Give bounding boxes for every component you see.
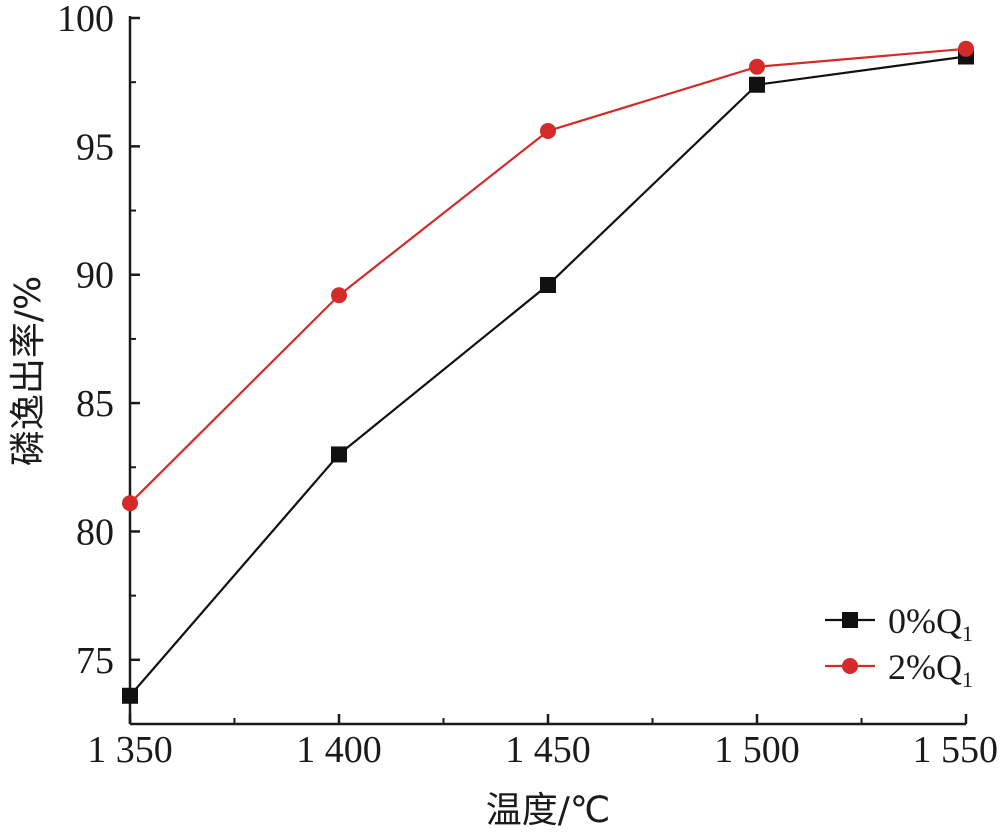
y-tick-label: 90 bbox=[76, 255, 114, 297]
y-tick-label: 75 bbox=[76, 640, 114, 682]
legend-label: 2%Q1 bbox=[888, 647, 973, 692]
data-point bbox=[331, 446, 347, 463]
data-point bbox=[540, 122, 556, 139]
y-tick-label: 85 bbox=[76, 383, 114, 425]
x-tick-label: 1 350 bbox=[87, 729, 173, 771]
x-axis-title: 温度/℃ bbox=[486, 790, 611, 831]
y-tick-label: 100 bbox=[57, 0, 114, 40]
data-point bbox=[958, 40, 974, 57]
legend-marker bbox=[842, 658, 858, 674]
legend-label-subscript: 1 bbox=[962, 667, 973, 692]
y-tick-label: 80 bbox=[76, 511, 114, 553]
data-point bbox=[749, 76, 765, 93]
y-axis-ticks: 75 80 85 90 95 100 bbox=[57, 0, 140, 682]
legend-label-main: 2%Q bbox=[888, 647, 962, 687]
x-tick-label: 1 500 bbox=[714, 729, 800, 771]
x-tick-label: 1 550 bbox=[913, 729, 999, 771]
x-axis-ticks: 1 350 1 400 1 450 1 500 1 550 bbox=[87, 714, 998, 771]
series-line bbox=[129, 55, 967, 697]
axes bbox=[128, 16, 966, 726]
y-axis-title: 磷逸出率/% bbox=[8, 276, 49, 466]
series-0 bbox=[122, 48, 974, 704]
series-1 bbox=[122, 40, 974, 512]
data-point bbox=[122, 495, 138, 512]
legend-label: 0%Q1 bbox=[888, 601, 973, 646]
series-line bbox=[129, 47, 967, 504]
legend-item: 2%Q1 bbox=[825, 647, 973, 692]
legend: 0%Q12%Q1 bbox=[825, 601, 973, 692]
data-point bbox=[122, 687, 138, 704]
data-point bbox=[331, 287, 347, 304]
series-layer bbox=[122, 40, 974, 704]
data-point bbox=[749, 58, 765, 75]
x-tick-label: 1 400 bbox=[296, 729, 382, 771]
legend-marker bbox=[842, 612, 858, 628]
data-point bbox=[540, 276, 556, 293]
x-tick-label: 1 450 bbox=[505, 729, 591, 771]
legend-item: 0%Q1 bbox=[825, 601, 973, 646]
y-tick-label: 95 bbox=[76, 126, 114, 168]
legend-label-subscript: 1 bbox=[962, 621, 973, 646]
legend-label-main: 0%Q bbox=[888, 601, 962, 641]
